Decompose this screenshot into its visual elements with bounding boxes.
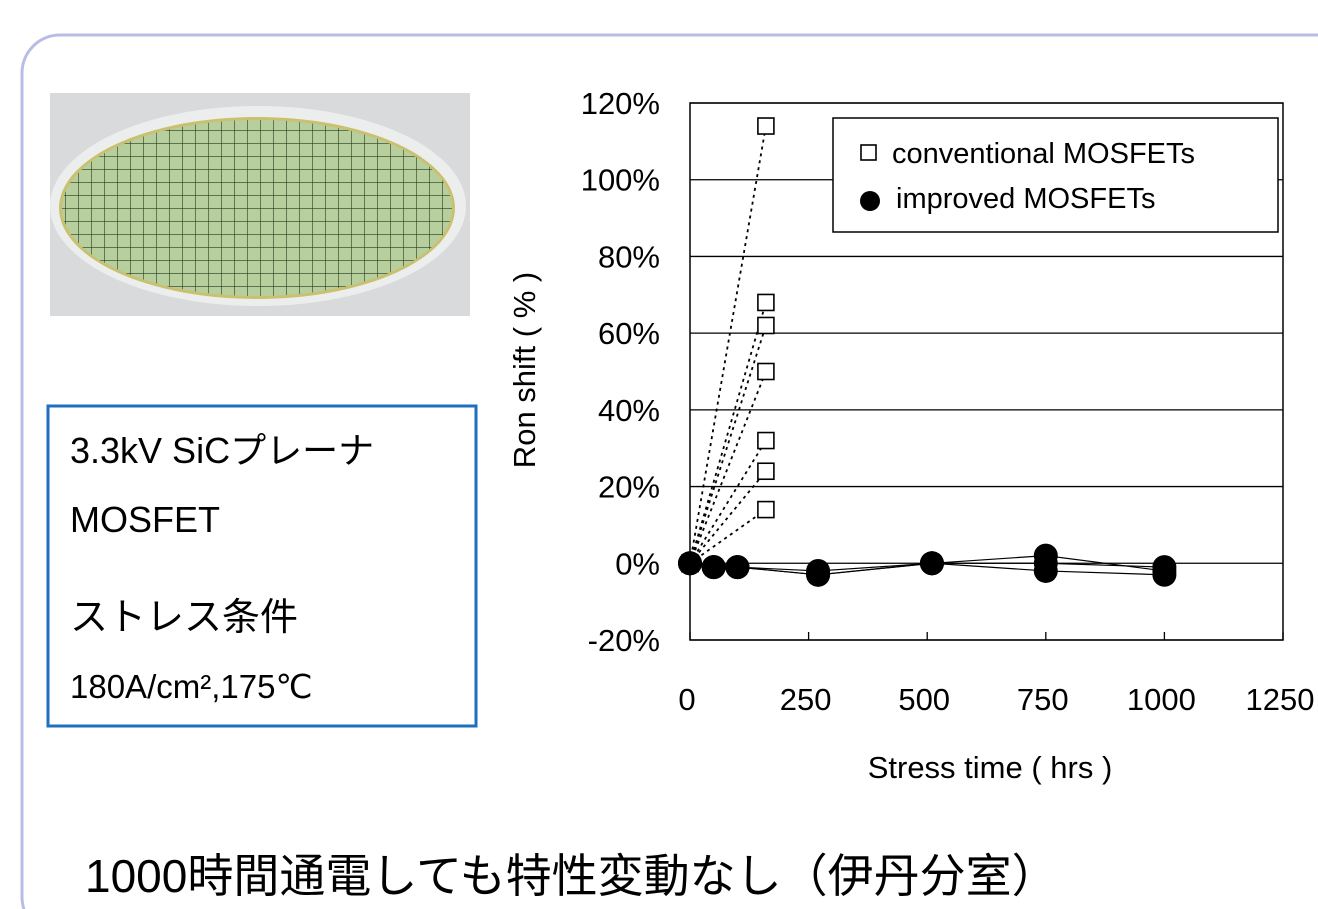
- x-tick-label: 1250: [1246, 682, 1315, 717]
- x-tick-label: 1000: [1127, 682, 1196, 717]
- legend-marker: [860, 191, 880, 211]
- legend-marker: [861, 145, 876, 160]
- y-tick-label: 120%: [581, 86, 660, 121]
- x-axis-title: Stress time ( hrs ): [868, 750, 1113, 785]
- x-tick-label: 750: [1017, 682, 1069, 717]
- x-tick-label: 0: [678, 682, 695, 717]
- data-point: [725, 555, 749, 579]
- info-line: 3.3kV SiCプレーナ: [70, 430, 374, 471]
- legend-label: improved MOSFETs: [896, 183, 1155, 215]
- y-tick-label: 40%: [598, 393, 660, 428]
- legend: conventional MOSFETs improved MOSFETs: [833, 118, 1278, 232]
- data-point: [758, 364, 774, 380]
- data-point: [1152, 563, 1176, 587]
- data-point: [758, 317, 774, 333]
- y-tick-label: -20%: [588, 623, 660, 658]
- y-tick-label: 80%: [598, 239, 660, 274]
- wafer-photo: [50, 93, 470, 316]
- data-point: [678, 551, 702, 575]
- legend-label: conventional MOSFETs: [892, 138, 1195, 170]
- data-point: [758, 433, 774, 449]
- data-point: [806, 563, 830, 587]
- slide: 3.3kV SiCプレーナ MOSFET ストレス条件 180A/cm²,175…: [0, 0, 1318, 909]
- y-tick-label: 60%: [598, 316, 660, 351]
- data-point: [1034, 559, 1058, 583]
- y-tick-label: 0%: [615, 546, 660, 581]
- info-line: 180A/cm²,175℃: [70, 668, 313, 705]
- y-axis-title: Ron shift ( % ): [507, 272, 542, 468]
- data-point: [758, 463, 774, 479]
- x-tick-label: 250: [780, 682, 832, 717]
- data-point: [758, 502, 774, 518]
- info-line: ストレス条件: [70, 597, 298, 639]
- y-tick-label: 100%: [581, 163, 660, 198]
- data-point: [758, 294, 774, 310]
- y-tick-label: 20%: [598, 470, 660, 505]
- caption: 1000時間通電しても特性変動なし（伊丹分室）: [85, 850, 1058, 902]
- data-point: [758, 118, 774, 134]
- info-line: MOSFET: [70, 499, 220, 540]
- data-point: [920, 551, 944, 575]
- page: {"chart_data":{"type":"scatter","xlabel"…: [0, 0, 1318, 909]
- x-tick-label: 500: [898, 682, 950, 717]
- data-point: [702, 555, 726, 579]
